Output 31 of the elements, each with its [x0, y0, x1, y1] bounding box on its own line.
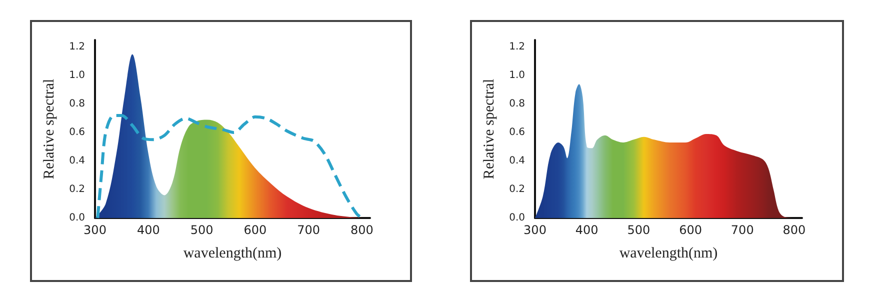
y-tick-label: 1.0: [509, 70, 525, 82]
y-tick-label: 0.4: [69, 156, 85, 167]
y-axis-title: Relative spectral: [42, 78, 58, 180]
x-tick-label: 600: [244, 223, 267, 237]
x-tick-label: 800: [782, 223, 806, 237]
y-tick-label: 0.4: [509, 156, 525, 167]
y-tick-label: 0.6: [509, 127, 525, 138]
line-series: [96, 114, 364, 220]
x-tick-label: 500: [627, 223, 650, 237]
y-tick-label: 0.8: [509, 98, 525, 110]
x-tick-label: 800: [350, 223, 374, 237]
y-tick-label: 0.2: [509, 184, 525, 196]
x-tick-label: 700: [730, 223, 754, 237]
y-tick-label: 0.0: [509, 212, 525, 224]
y-tick-label: 0.8: [69, 98, 85, 110]
x-axis-title: wavelength(nm): [183, 246, 282, 262]
y-tick-label: 1.2: [509, 42, 525, 53]
x-tick-label: 500: [190, 223, 214, 237]
x-tick-label: 400: [575, 223, 598, 237]
x-tick-label: 700: [297, 223, 320, 237]
x-tick-label: 400: [136, 223, 160, 237]
y-axis-title: Relative spectral: [482, 78, 498, 180]
y-tick-label: 0.0: [69, 212, 85, 224]
y-tick-label: 0.2: [69, 184, 85, 196]
x-tick-label: 600: [679, 223, 702, 237]
x-axis-title: wavelength(nm): [619, 246, 718, 262]
y-tick-label: 1.2: [69, 42, 85, 53]
y-tick-label: 1.0: [69, 70, 85, 82]
y-tick-label: 0.6: [69, 127, 85, 138]
x-tick-label: 300: [84, 223, 106, 237]
x-tick-label: 300: [524, 223, 546, 237]
